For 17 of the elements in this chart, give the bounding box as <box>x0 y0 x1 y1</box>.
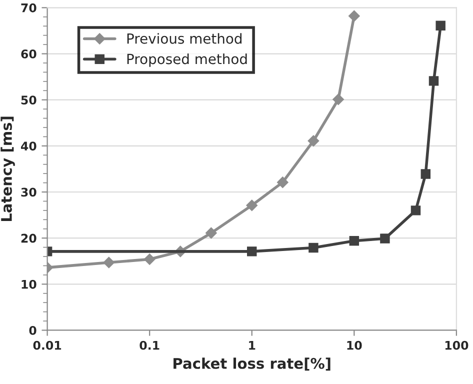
y-tick-label: 30 <box>21 188 36 197</box>
y-axis-title: Latency [ms] <box>0 116 15 222</box>
x-tick-label: 100 <box>445 340 468 350</box>
y-tick-label: 60 <box>21 49 36 58</box>
x-axis-title: Packet loss rate[%] <box>174 358 330 371</box>
legend-label: Previous method <box>127 33 242 44</box>
x-tick-label: 0.01 <box>33 340 62 350</box>
y-tick-label: 0 <box>29 326 36 335</box>
y-tick-label: 40 <box>20 142 36 151</box>
y-tick-label: 10 <box>22 280 36 289</box>
y-tick-label: 20 <box>21 234 36 243</box>
x-tick-label: 10 <box>347 340 362 350</box>
legend-label: Proposed method <box>127 53 247 67</box>
x-tick-label: 1 <box>249 341 256 350</box>
y-tick-label: 50 <box>21 96 36 104</box>
y-tick-label: 70 <box>21 3 36 12</box>
x-tick-label: 0.1 <box>140 340 160 350</box>
